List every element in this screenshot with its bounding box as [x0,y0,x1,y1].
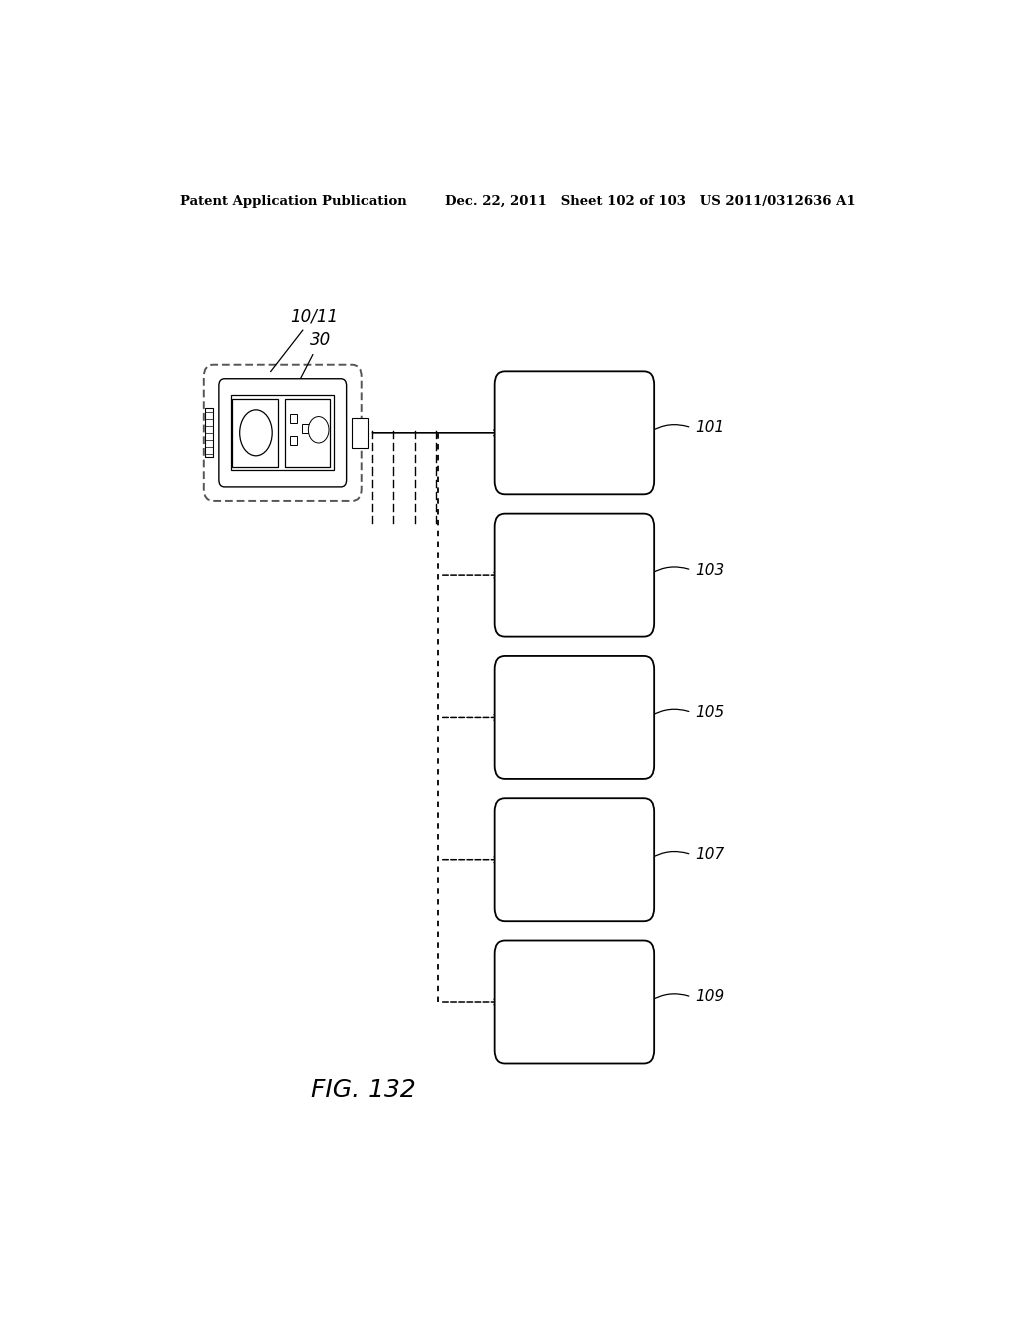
Text: 107: 107 [695,847,725,862]
Text: 109: 109 [695,990,725,1005]
Text: Laptop/
notebook: Laptop/ notebook [537,417,612,449]
Text: Desktop
computer: Desktop computer [536,701,613,734]
Text: Dec. 22, 2011   Sheet 102 of 103   US 2011/0312636 A1: Dec. 22, 2011 Sheet 102 of 103 US 2011/0… [445,194,856,207]
Bar [206,408,213,457]
Bar [302,424,309,433]
Bar [352,417,368,447]
Bar [290,436,297,445]
Bar [290,413,297,422]
FancyBboxPatch shape [204,364,361,500]
FancyBboxPatch shape [495,513,654,636]
FancyBboxPatch shape [219,379,347,487]
Bar [232,399,278,467]
FancyBboxPatch shape [495,799,654,921]
Bar [231,395,334,470]
FancyBboxPatch shape [495,941,654,1064]
Ellipse shape [240,409,272,455]
Text: 30: 30 [300,331,331,380]
Text: Dedicated
reader: Dedicated reader [534,558,615,591]
Text: 101: 101 [695,420,725,436]
Text: 103: 103 [695,562,725,578]
Text: FIG. 132: FIG. 132 [310,1078,416,1102]
Text: Ebook
reader: Ebook reader [548,843,601,876]
Text: Tablet
computer: Tablet computer [536,986,613,1018]
Bar [285,399,330,467]
FancyBboxPatch shape [495,371,654,494]
Text: Patent Application Publication: Patent Application Publication [179,194,407,207]
Circle shape [308,417,329,444]
Text: 10/11: 10/11 [270,308,338,372]
Text: 105: 105 [695,705,725,719]
FancyBboxPatch shape [495,656,654,779]
